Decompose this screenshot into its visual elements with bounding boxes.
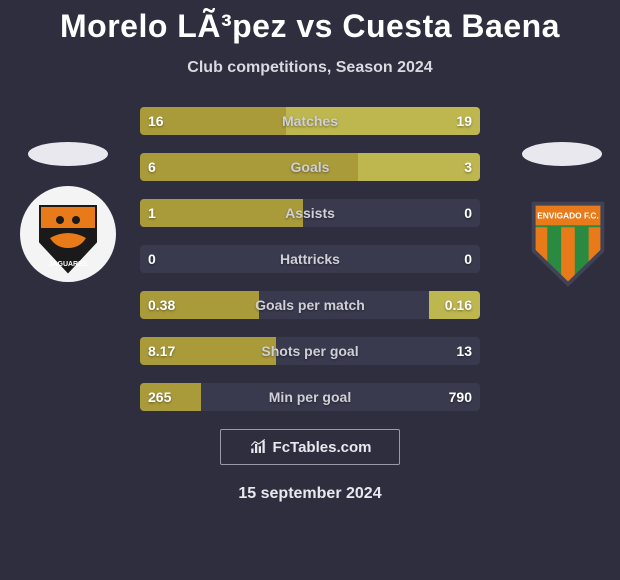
stat-value-right: 0.16 <box>445 291 472 319</box>
svg-text:JAGUARES: JAGUARES <box>49 261 88 268</box>
crest-right: ENVIGADO F.C. <box>514 186 610 282</box>
stat-value-left: 1 <box>148 199 156 227</box>
stat-row: Goals per match0.38 0.16 <box>140 291 480 319</box>
chart-icon <box>249 438 267 456</box>
crest-right-icon: ENVIGADO F.C. <box>514 186 620 294</box>
player-oval-left <box>28 142 108 166</box>
stat-row: Min per goal265 790 <box>140 383 480 411</box>
player-oval-right <box>522 142 602 166</box>
stat-value-right: 3 <box>464 153 472 181</box>
stat-label: Matches <box>140 107 480 135</box>
stat-row: Shots per goal8.17 13 <box>140 337 480 365</box>
stat-row: Goals6 3 <box>140 153 480 181</box>
stat-value-right: 0 <box>464 199 472 227</box>
footer-brand: FcTables.com <box>220 429 400 465</box>
stat-bars: Matches1619Goals63Assists10Hattricks00Go… <box>140 107 480 411</box>
stat-row: Hattricks0 0 <box>140 245 480 273</box>
footer-brand-text: FcTables.com <box>273 439 372 456</box>
crest-left: JAGUARES <box>20 186 116 282</box>
stat-value-left: 16 <box>148 107 164 135</box>
stat-value-right: 0 <box>464 245 472 273</box>
page-title: Morelo LÃ³pez vs Cuesta Baena <box>0 0 620 45</box>
stat-label: Shots per goal <box>140 337 480 365</box>
stat-value-right: 790 <box>449 383 472 411</box>
club-right: ENVIGADO F.C. <box>514 142 610 282</box>
stat-label: Hattricks <box>140 245 480 273</box>
stat-label: Assists <box>140 199 480 227</box>
stat-value-left: 0.38 <box>148 291 175 319</box>
club-left: JAGUARES <box>20 142 116 282</box>
stat-value-left: 8.17 <box>148 337 175 365</box>
footer-date: 15 september 2024 <box>0 485 620 503</box>
stat-value-right: 19 <box>456 107 472 135</box>
stat-value-left: 6 <box>148 153 156 181</box>
stat-label: Min per goal <box>140 383 480 411</box>
stat-value-right: 13 <box>456 337 472 365</box>
crest-left-icon: JAGUARES <box>20 186 116 282</box>
page-subtitle: Club competitions, Season 2024 <box>0 59 620 77</box>
stat-value-left: 265 <box>148 383 171 411</box>
stat-row: Assists1 0 <box>140 199 480 227</box>
stat-value-left: 0 <box>148 245 156 273</box>
comparison-content: JAGUARES ENVIGADO F.C. <box>0 107 620 411</box>
stat-label: Goals per match <box>140 291 480 319</box>
stat-row: Matches16 19 <box>140 107 480 135</box>
svg-text:ENVIGADO F.C.: ENVIGADO F.C. <box>537 210 599 220</box>
stat-label: Goals <box>140 153 480 181</box>
